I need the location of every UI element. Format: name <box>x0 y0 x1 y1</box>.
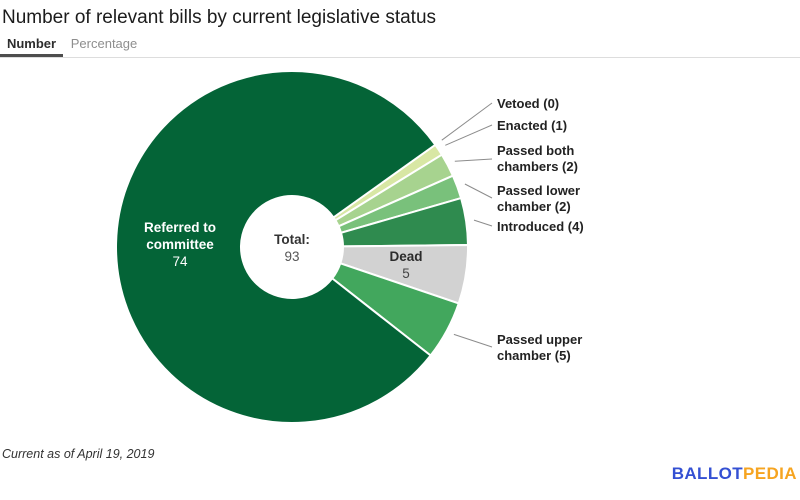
current-as-of-note: Current as of April 19, 2019 <box>2 447 155 461</box>
tab-number[interactable]: Number <box>6 36 57 51</box>
donut-center-total: Total: 93 <box>252 231 332 265</box>
callout-label-passed-lower-chamber: Passed lower chamber (2) <box>497 183 581 214</box>
total-value: 93 <box>284 249 300 264</box>
callout-label-passed-both-chambers: Passed both chambers (2) <box>497 143 578 174</box>
leader-line-introduced <box>473 219 493 227</box>
slice-label-referred-to-committee: Referred to committee 74 <box>123 219 237 270</box>
total-label-text: Total: <box>274 232 310 247</box>
dead-value: 5 <box>402 266 410 281</box>
callout-label-passed-upper-chamber: Passed upper chamber (5) <box>497 332 583 363</box>
slice-referred-to-committee[interactable] <box>115 70 437 424</box>
chart-title: Number of relevant bills by current legi… <box>2 7 437 28</box>
leader-line-vetoed <box>441 102 493 141</box>
callout-label-introduced: Introduced (4) <box>497 219 584 234</box>
referred-label-text: Referred to committee <box>143 220 216 252</box>
referred-value: 74 <box>172 254 188 269</box>
slice-label-dead: Dead 5 <box>366 248 446 282</box>
dead-label-text: Dead <box>389 249 423 264</box>
active-tab-underline <box>0 54 63 58</box>
tab-divider <box>0 57 800 58</box>
leader-line-passed-upper-chamber <box>453 333 493 348</box>
logo-pedia: PEDIA <box>743 464 797 483</box>
leader-line-enacted <box>445 124 493 146</box>
callout-label-enacted: Enacted (1) <box>497 118 568 133</box>
tab-percentage[interactable]: Percentage <box>70 36 138 51</box>
leader-line-passed-lower-chamber <box>464 183 493 199</box>
leader-line-passed-both-chambers <box>454 158 493 162</box>
callout-label-vetoed: Vetoed (0) <box>497 96 560 111</box>
logo-ballot: BALLOT <box>671 464 744 483</box>
ballotpedia-logo: BALLOTPEDIA <box>672 464 797 484</box>
